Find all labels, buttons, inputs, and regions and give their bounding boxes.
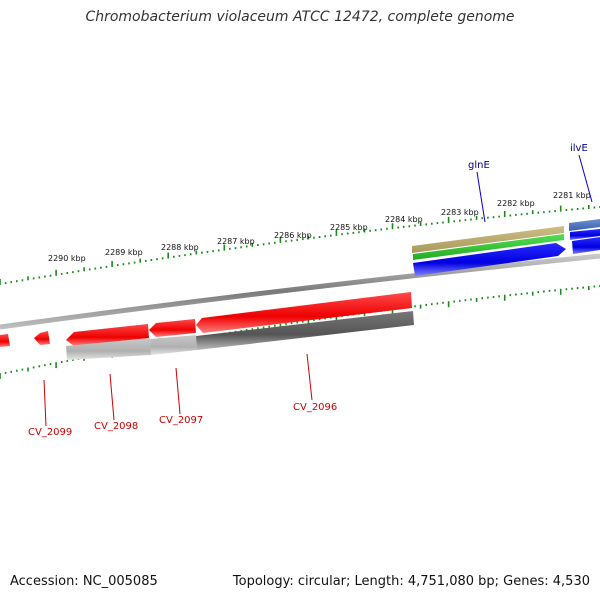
forward-tick-row (0, 205, 600, 285)
scale-labels: 2290 kbp 2289 kbp 2288 kbp 2287 kbp 2286… (48, 191, 591, 263)
CV_2099-cds-arrow[interactable] (34, 331, 50, 345)
scale-label: 2286 kbp (274, 231, 312, 240)
CV_2097-grey-track[interactable] (150, 335, 197, 355)
CV_2096-callout-line (306, 353, 313, 401)
CV_2096-grey-track[interactable] (196, 311, 414, 350)
genome-backbone (0, 253, 600, 330)
glnE-callout-line (476, 171, 486, 223)
CV_2099-callout-line (43, 379, 47, 427)
ilvE-blue-track[interactable] (570, 229, 600, 240)
scale-label: 2285 kbp (330, 223, 368, 232)
scale-label: 2290 kbp (48, 254, 86, 263)
glnE-label[interactable]: glnE (468, 160, 490, 171)
olive-feature-track[interactable] (412, 226, 564, 253)
genome-summary-text: Topology: circular; Length: 4,751,080 bp… (232, 574, 590, 589)
CV_2096-label[interactable]: CV_2096 (293, 402, 337, 413)
scale-label: 2284 kbp (385, 215, 423, 224)
scale-label: 2281 kbp (553, 191, 591, 200)
gene-callouts: glnE ilvE CV_2099 CV_2098 CV_2097 CV_209… (28, 143, 593, 438)
scale-label: 2283 kbp (441, 208, 479, 217)
CV_2098-label[interactable]: CV_2098 (94, 421, 138, 432)
CV_2097-cds-arrow[interactable] (149, 319, 196, 337)
ilvE-label[interactable]: ilvE (570, 143, 588, 154)
scale-label: 2287 kbp (217, 237, 255, 246)
CV_2096-cds-arrow[interactable] (196, 292, 412, 333)
CV_2097-callout-line (175, 367, 181, 415)
scale-label: 2282 kbp (497, 199, 535, 208)
ilvE-cds-arrow[interactable] (572, 237, 600, 254)
CV_2098-grey-track[interactable] (66, 338, 151, 360)
scale-label: 2288 kbp (161, 243, 199, 252)
map-title: Chromobacterium violaceum ATCC 12472, co… (85, 9, 515, 25)
ilvE-callout-line (578, 154, 593, 203)
ilvE-steel-feature[interactable] (569, 219, 600, 231)
CV_2098-callout-line (109, 373, 115, 421)
glnE-cds-arrow[interactable] (413, 243, 566, 276)
CV_2097-label[interactable]: CV_2097 (159, 415, 203, 426)
left-edge-cds-fragment[interactable] (0, 334, 10, 347)
accession-text: Accession: NC_005085 (10, 574, 158, 589)
CV_2099-label[interactable]: CV_2099 (28, 427, 72, 438)
green-feature-track[interactable] (413, 234, 564, 260)
CV_2098-cds-arrow[interactable] (66, 324, 149, 346)
scale-label: 2289 kbp (105, 248, 143, 257)
